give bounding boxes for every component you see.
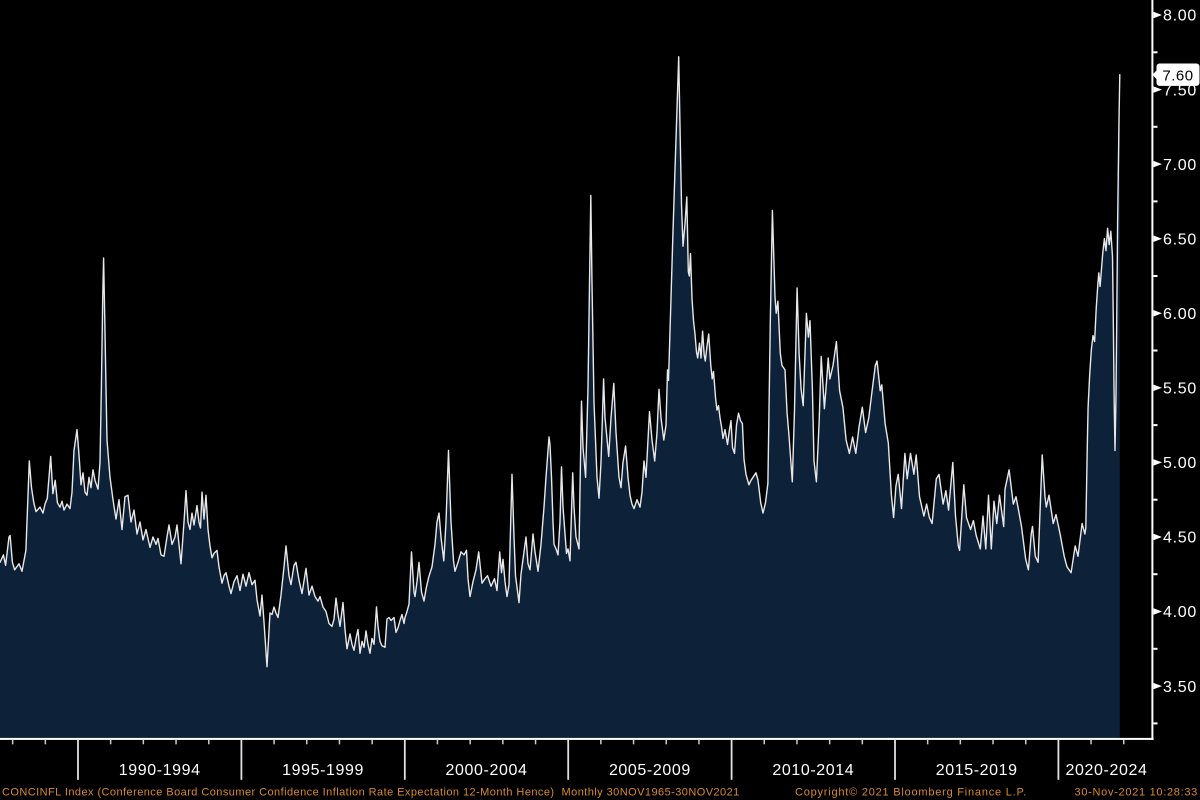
- svg-text:2015-2019: 2015-2019: [936, 762, 1018, 779]
- svg-text:2010-2014: 2010-2014: [772, 762, 854, 779]
- svg-text:2020-2024: 2020-2024: [1066, 762, 1148, 779]
- svg-text:Copyright© 2021 Bloomberg Fina: Copyright© 2021 Bloomberg Finance L.P.: [795, 787, 1027, 799]
- svg-text:4.50: 4.50: [1163, 530, 1197, 547]
- svg-text:7.00: 7.00: [1163, 157, 1197, 174]
- svg-text:8.00: 8.00: [1163, 8, 1197, 25]
- svg-text:7.60: 7.60: [1162, 67, 1193, 84]
- svg-text:2000-2004: 2000-2004: [446, 762, 528, 779]
- svg-text:1995-1999: 1995-1999: [282, 762, 364, 779]
- svg-text:2005-2009: 2005-2009: [609, 762, 691, 779]
- svg-text:6.50: 6.50: [1163, 231, 1197, 248]
- svg-text:1990-1994: 1990-1994: [119, 762, 201, 779]
- svg-text:5.50: 5.50: [1163, 381, 1197, 398]
- svg-text:CONCINFL Index (Conference Boa: CONCINFL Index (Conference Board Consume…: [2, 787, 740, 799]
- svg-text:5.00: 5.00: [1163, 455, 1197, 472]
- svg-text:7.50: 7.50: [1163, 82, 1197, 99]
- svg-text:4.00: 4.00: [1163, 604, 1197, 621]
- svg-text:30-Nov-2021 10:28:33: 30-Nov-2021 10:28:33: [1075, 787, 1198, 799]
- svg-text:3.50: 3.50: [1163, 679, 1197, 696]
- svg-text:6.00: 6.00: [1163, 306, 1197, 323]
